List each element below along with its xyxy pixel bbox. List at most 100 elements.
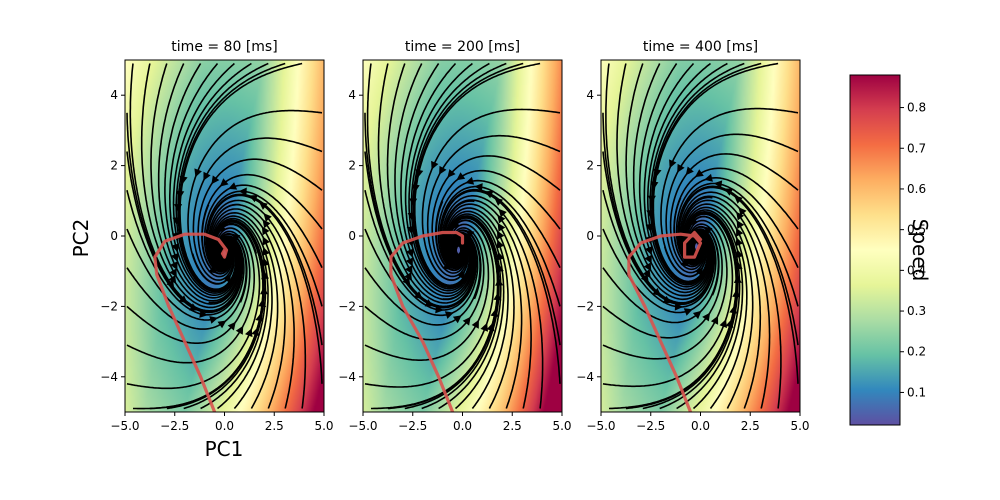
stream-arrow	[169, 268, 177, 278]
y-tick-label: −2	[576, 299, 594, 313]
stream-arrow	[702, 312, 711, 322]
stream-arrow	[245, 328, 253, 338]
stream-arrow	[439, 240, 448, 249]
stream-arrow	[496, 239, 504, 249]
y-tick-label: −4	[100, 370, 118, 384]
stream-arrow	[452, 315, 462, 324]
stream-arrow	[217, 224, 226, 234]
stream-arrow	[235, 325, 244, 335]
y-tick-label: 4	[348, 88, 356, 102]
stream-arrow	[736, 220, 745, 229]
stream-arrow	[496, 251, 505, 261]
stream-arrow	[444, 311, 454, 319]
stream-arrow	[439, 165, 447, 175]
stream-arrow	[442, 262, 452, 271]
y-tick-label: −4	[576, 370, 594, 384]
y-tick-label: −2	[100, 299, 118, 313]
stream-arrow	[414, 291, 423, 300]
stream-arrow	[168, 275, 177, 284]
y-tick-label: 0	[110, 229, 118, 243]
stream-arrow	[178, 295, 188, 304]
stream-arrow	[231, 233, 241, 242]
colorbar-tick-label: 0.8	[907, 101, 926, 115]
stream-arrow	[171, 253, 179, 262]
trajectory	[153, 232, 229, 412]
x-tick-label: −5.0	[110, 419, 139, 433]
stream-arrow	[261, 226, 270, 236]
y-tick-label: 4	[110, 88, 118, 102]
stream-arrow	[469, 251, 478, 260]
y-tick-label: −4	[338, 370, 356, 384]
panel-title: time = 200 [ms]	[405, 39, 520, 55]
stream-arrow	[497, 230, 505, 240]
stream-arrow	[710, 315, 719, 325]
stream-arrow	[405, 257, 413, 267]
colorbar-tick-label: 0.6	[907, 182, 926, 196]
stream-arrow	[248, 195, 258, 203]
x-tick-label: 5.0	[790, 419, 809, 433]
stream-arrow	[179, 176, 188, 185]
stream-arrow	[228, 182, 238, 190]
stream-arrow	[263, 213, 272, 222]
stream-arrow	[690, 217, 698, 227]
stream-arrow	[703, 226, 713, 235]
colorbar-tick-label: 0.2	[907, 345, 926, 359]
y-tick-label: 2	[110, 159, 118, 173]
x-tick-label: 0.0	[691, 419, 710, 433]
stream-arrow	[262, 247, 270, 256]
y-tick-label: 0	[586, 229, 594, 243]
y-tick-label: 4	[586, 88, 594, 102]
stream-arrow	[223, 274, 232, 283]
stream-arrow	[484, 190, 494, 199]
stream-arrow	[261, 257, 270, 267]
stream-arrow	[653, 168, 662, 178]
stream-arrow	[462, 316, 471, 326]
stream-arrow	[471, 319, 479, 329]
panel-3: time = 400 [ms] −5.0 −2.5 0.0 2.5 5.0 −4 −2 0 2 4	[576, 39, 809, 433]
stream-arrow	[497, 222, 506, 232]
stream-arrow	[465, 230, 475, 239]
stream-arrow	[431, 160, 439, 170]
stream-arrow	[217, 320, 227, 329]
stream-arrow	[205, 243, 214, 253]
stream-arrow	[211, 175, 220, 185]
y-tick-label: 2	[586, 159, 594, 173]
colorbar-gradient	[849, 74, 901, 426]
stream-arrow	[732, 289, 741, 298]
panel-2: time = 200 [ms] −5.0 −2.5 0.0 2.5 5.0 −4 −2 0 2 4	[338, 39, 571, 433]
stream-arrow	[498, 208, 507, 218]
stream-arrow	[406, 248, 414, 258]
x-tick-label: −2.5	[398, 419, 427, 433]
stream-arrow	[259, 201, 268, 210]
stream-arrow	[719, 319, 727, 328]
y-tick-label: 0	[348, 229, 356, 243]
stream-arrow	[735, 237, 743, 247]
stream-arrow	[683, 308, 693, 316]
stream-arrow	[694, 169, 704, 178]
stream-arrow	[707, 248, 716, 257]
colorbar-label: Speed	[908, 219, 932, 282]
stream-arrow	[735, 249, 744, 259]
streamlines	[364, 62, 561, 410]
stream-arrow	[203, 171, 211, 181]
stream-arrow	[209, 316, 218, 324]
y-tick-label: 2	[348, 159, 356, 173]
y-axis-label: PC2	[69, 219, 93, 258]
stream-arrow	[235, 255, 244, 264]
stream-arrow	[456, 172, 466, 181]
stream-arrow	[194, 168, 202, 178]
colorbar-tick-label: 0.1	[907, 385, 926, 399]
colorbar-tick-label: 0.3	[907, 304, 926, 318]
stream-arrow	[474, 183, 483, 192]
stream-arrow	[724, 188, 734, 196]
stream-arrow	[447, 169, 456, 178]
stream-arrow	[644, 254, 652, 264]
stream-arrow	[645, 246, 653, 255]
colorbar-tick-label: 0.4	[907, 263, 926, 277]
stream-arrow	[465, 176, 475, 185]
stream-arrow	[262, 219, 271, 229]
x-tick-label: −5.0	[348, 419, 377, 433]
stream-arrow	[219, 178, 229, 187]
stream-arrow	[692, 310, 702, 320]
